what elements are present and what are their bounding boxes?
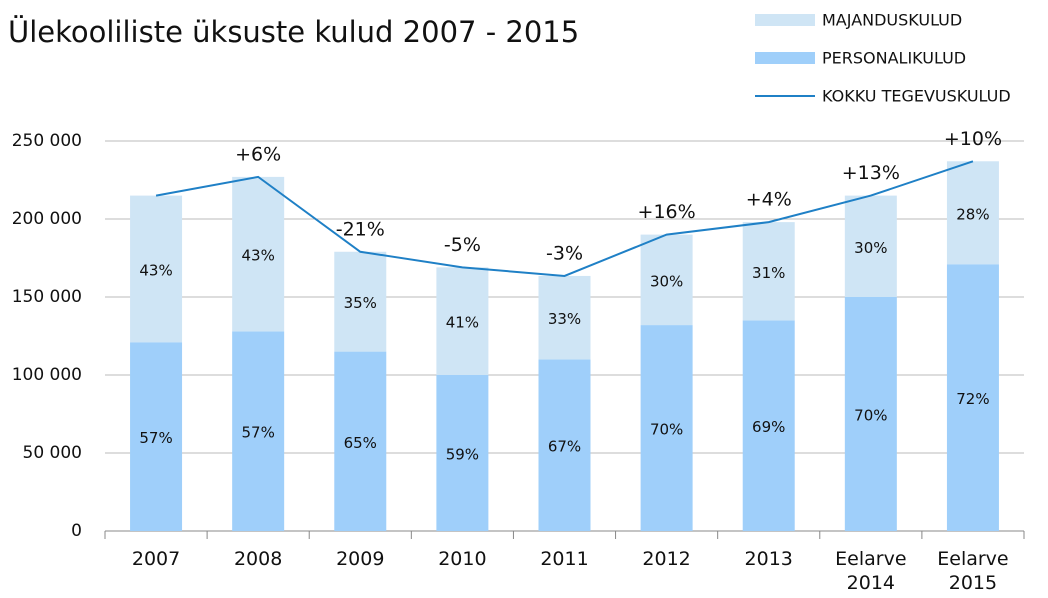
- segment-label: 57%: [241, 424, 274, 442]
- bar-segment: [130, 195, 183, 343]
- bar-segment: [946, 264, 999, 531]
- bar-segment: [334, 351, 387, 531]
- bar-segment: [946, 161, 999, 265]
- y-tick-label: 250 000: [12, 131, 82, 151]
- segment-label: 69%: [752, 418, 785, 436]
- bar-segment: [640, 325, 693, 531]
- change-label: -3%: [546, 242, 583, 264]
- x-tick-label: 2009: [336, 548, 385, 570]
- segment-label: 33%: [548, 310, 581, 328]
- segment-label: 43%: [139, 261, 172, 279]
- bar-segment: [742, 222, 795, 321]
- x-tick-label: 2007: [131, 548, 181, 570]
- bar-segment: [538, 359, 591, 531]
- bar-segment: [844, 195, 897, 297]
- legend-swatch: [755, 14, 815, 26]
- segment-label: 31%: [752, 264, 785, 282]
- bar-segment: [130, 342, 183, 531]
- segment-label: 57%: [139, 429, 172, 447]
- bar-segment: [844, 297, 897, 531]
- change-label: +4%: [746, 189, 792, 211]
- segment-label: 30%: [650, 272, 683, 290]
- legend-label: KOKKU TEGEVUSKULUD: [822, 87, 1011, 106]
- segment-label: 72%: [956, 390, 989, 408]
- x-tick-label: Eelarve 2014: [835, 548, 907, 594]
- segment-label: 43%: [241, 247, 274, 265]
- y-tick-label: 100 000: [12, 365, 82, 385]
- bar-segment: [436, 375, 489, 531]
- legend-label: MAJANDUSKULUD: [822, 11, 962, 30]
- legend-label: PERSONALIKULUD: [822, 49, 966, 68]
- segment-label: 35%: [344, 294, 377, 312]
- change-label: +13%: [842, 162, 900, 184]
- change-label: -5%: [444, 234, 481, 256]
- segment-label: 65%: [344, 434, 377, 452]
- line: [155, 160, 974, 277]
- y-tick-label: 200 000: [12, 209, 82, 229]
- y-tick-label: 150 000: [12, 287, 82, 307]
- chart-title: Ülekooliliste üksuste kulud 2007 - 2015: [8, 15, 579, 49]
- segment-label: 70%: [854, 407, 887, 425]
- change-label: +16%: [638, 201, 696, 223]
- segment-label: 70%: [650, 421, 683, 439]
- change-label: +10%: [944, 128, 1002, 150]
- bar-segment: [640, 234, 693, 326]
- x-tick-label: 2010: [438, 548, 487, 570]
- bar-segment: [334, 251, 387, 352]
- segment-label: 41%: [446, 314, 479, 332]
- segment-label: 59%: [446, 446, 479, 464]
- x-tick-label: 2008: [233, 548, 283, 570]
- y-tick-label: 0: [71, 521, 82, 541]
- x-tick-label: Eelarve 2015: [937, 548, 1009, 594]
- bar-segment: [742, 320, 795, 531]
- x-tick-label: 2012: [642, 548, 691, 570]
- bar-segment: [232, 176, 285, 332]
- segment-label: 67%: [548, 438, 581, 456]
- change-label: +6%: [235, 143, 281, 165]
- change-label: -21%: [336, 218, 385, 240]
- bar-segment: [436, 267, 489, 375]
- x-tick-label: 2013: [744, 548, 793, 570]
- legend-swatch: [755, 52, 815, 64]
- bar-segment: [538, 275, 591, 360]
- y-tick-label: 50 000: [23, 443, 82, 463]
- bar-segment: [232, 331, 285, 531]
- x-tick-label: 2011: [540, 548, 589, 570]
- segment-label: 28%: [956, 205, 989, 223]
- segment-label: 30%: [854, 239, 887, 257]
